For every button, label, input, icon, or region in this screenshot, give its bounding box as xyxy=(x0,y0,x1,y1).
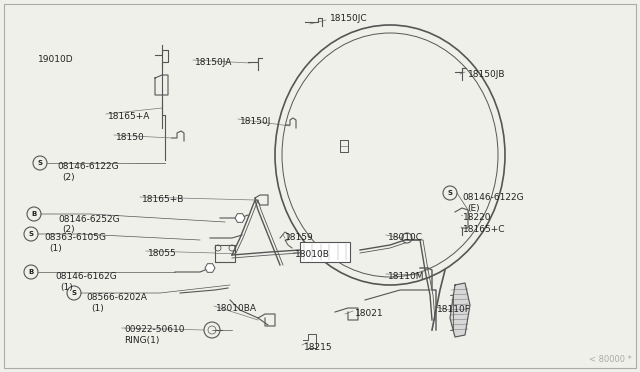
Text: 18220: 18220 xyxy=(463,213,492,222)
Text: 18150: 18150 xyxy=(116,133,145,142)
Text: 00922-50610: 00922-50610 xyxy=(124,325,184,334)
Text: 19010D: 19010D xyxy=(38,55,74,64)
Polygon shape xyxy=(235,214,245,222)
Text: 08566-6202A: 08566-6202A xyxy=(86,293,147,302)
Text: S: S xyxy=(38,160,42,166)
Text: 08363-6105G: 08363-6105G xyxy=(44,233,106,242)
Text: 18150JB: 18150JB xyxy=(468,70,506,79)
Text: 18055: 18055 xyxy=(148,249,177,258)
Text: B: B xyxy=(31,211,36,217)
Text: 18150JC: 18150JC xyxy=(330,14,367,23)
Bar xyxy=(300,242,350,262)
Text: S: S xyxy=(447,190,452,196)
Text: 18010BA: 18010BA xyxy=(216,304,257,313)
Text: B: B xyxy=(28,269,34,275)
Text: 18165+C: 18165+C xyxy=(463,225,506,234)
Text: S: S xyxy=(29,231,33,237)
Polygon shape xyxy=(205,264,215,272)
Text: S: S xyxy=(72,290,77,296)
Text: 08146-6252G: 08146-6252G xyxy=(58,215,120,224)
Text: 08146-6122G: 08146-6122G xyxy=(462,193,524,202)
Text: (1): (1) xyxy=(91,304,104,313)
Text: (E): (E) xyxy=(467,204,479,213)
Text: 18021: 18021 xyxy=(355,309,383,318)
Text: 18215: 18215 xyxy=(304,343,333,352)
Text: 18110M: 18110M xyxy=(388,272,424,281)
Text: 18159: 18159 xyxy=(285,233,314,242)
Text: 18150JA: 18150JA xyxy=(195,58,232,67)
Text: (1): (1) xyxy=(60,283,73,292)
Text: (1): (1) xyxy=(49,244,61,253)
Text: RING(1): RING(1) xyxy=(124,336,159,345)
Text: 18010B: 18010B xyxy=(295,250,330,259)
Text: 08146-6162G: 08146-6162G xyxy=(55,272,116,281)
Text: < 80000 *: < 80000 * xyxy=(589,355,632,364)
Polygon shape xyxy=(450,283,470,337)
Text: 18165+A: 18165+A xyxy=(108,112,150,121)
Text: (2): (2) xyxy=(62,225,75,234)
Text: (2): (2) xyxy=(62,173,75,182)
Text: 18165+B: 18165+B xyxy=(142,195,184,204)
Text: 18110F: 18110F xyxy=(437,305,471,314)
Text: 08146-6122G: 08146-6122G xyxy=(57,162,118,171)
Text: 18010C: 18010C xyxy=(388,233,423,242)
Text: 18150J: 18150J xyxy=(240,117,271,126)
